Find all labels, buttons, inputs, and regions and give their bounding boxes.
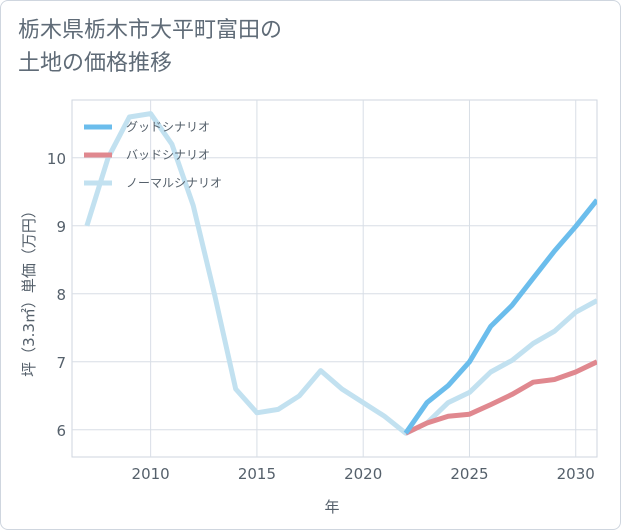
legend-label-1: バッドシナリオ <box>126 148 210 162</box>
y-tick-9: 9 <box>56 218 66 236</box>
chart-title: 栃木県栃木市大平町富田の 土地の価格推移 <box>18 14 282 80</box>
y-tick-10: 10 <box>47 150 66 168</box>
y-tick-7: 7 <box>56 354 66 372</box>
y-tick-labels: 6 7 8 9 10 <box>47 150 66 440</box>
x-tick-2025: 2025 <box>450 465 488 483</box>
x-tick-2010: 2010 <box>132 465 170 483</box>
legend-label-0: グッドシナリオ <box>126 120 210 134</box>
y-tick-6: 6 <box>56 422 66 440</box>
series-line-2 <box>403 198 597 435</box>
title-line-2: 土地の価格推移 <box>18 51 173 76</box>
x-axis-label: 年 <box>324 498 339 516</box>
legend-label-2: ノーマルシナリオ <box>126 176 222 190</box>
series-line-0 <box>84 111 597 436</box>
title-line-1: 栃木県栃木市大平町富田の <box>18 18 283 43</box>
x-tick-labels: 2010 2015 2020 2025 2030 <box>132 465 595 483</box>
x-tick-2020: 2020 <box>344 465 382 483</box>
y-tick-8: 8 <box>56 286 66 304</box>
y-axis-label: 坪（3.3㎡）単価（万円） <box>20 203 38 377</box>
x-tick-2030: 2030 <box>557 465 595 483</box>
series-lines <box>84 111 597 436</box>
x-tick-2015: 2015 <box>238 465 276 483</box>
series-line-1 <box>404 359 597 436</box>
